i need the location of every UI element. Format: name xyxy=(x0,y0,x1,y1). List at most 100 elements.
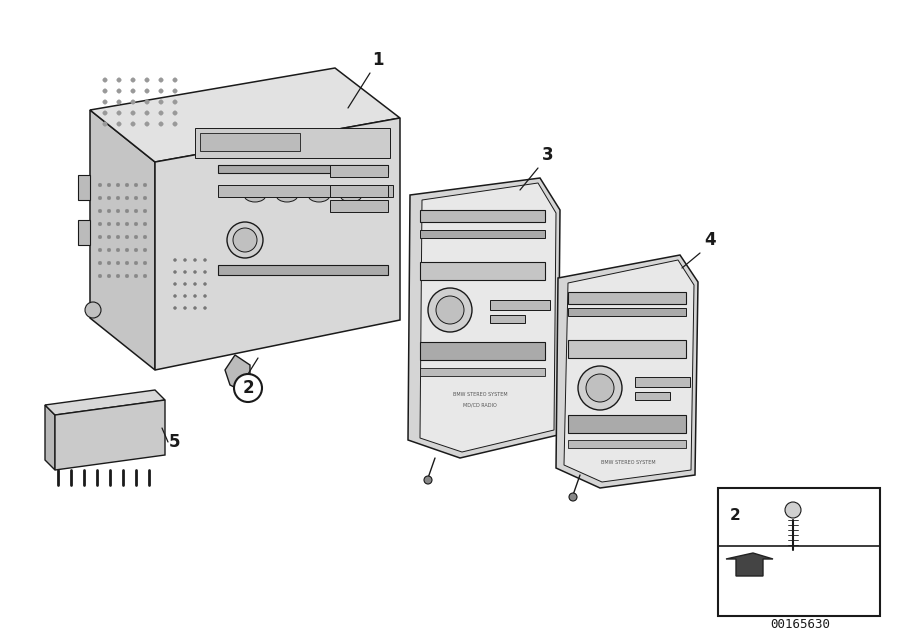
Circle shape xyxy=(116,222,120,226)
Circle shape xyxy=(116,261,120,265)
Circle shape xyxy=(134,196,138,200)
Circle shape xyxy=(158,100,163,104)
Circle shape xyxy=(98,183,102,187)
Circle shape xyxy=(98,274,102,278)
Circle shape xyxy=(103,89,107,93)
Bar xyxy=(635,377,690,387)
Circle shape xyxy=(98,196,102,200)
Circle shape xyxy=(143,248,147,252)
Circle shape xyxy=(143,235,147,238)
Circle shape xyxy=(116,248,120,252)
Polygon shape xyxy=(155,118,400,370)
Bar xyxy=(490,315,525,323)
Circle shape xyxy=(125,274,129,278)
Bar xyxy=(218,265,388,275)
Circle shape xyxy=(184,294,186,298)
Circle shape xyxy=(107,235,111,238)
Text: 4: 4 xyxy=(704,231,716,249)
Bar xyxy=(568,340,686,358)
Bar xyxy=(420,262,545,280)
Circle shape xyxy=(130,122,135,126)
Polygon shape xyxy=(90,110,155,370)
Circle shape xyxy=(125,222,129,226)
Circle shape xyxy=(117,78,122,82)
Circle shape xyxy=(158,111,163,115)
Polygon shape xyxy=(408,178,560,458)
Circle shape xyxy=(117,100,122,104)
Circle shape xyxy=(194,282,196,286)
Bar xyxy=(78,220,90,245)
Circle shape xyxy=(174,270,176,273)
Bar xyxy=(218,165,388,173)
Bar xyxy=(330,200,388,212)
Circle shape xyxy=(173,100,177,104)
Circle shape xyxy=(194,294,196,298)
Circle shape xyxy=(134,248,138,252)
Circle shape xyxy=(116,196,120,200)
Circle shape xyxy=(194,258,196,261)
Bar xyxy=(718,488,880,616)
Circle shape xyxy=(174,294,176,298)
Circle shape xyxy=(125,183,129,187)
Polygon shape xyxy=(90,68,400,162)
Text: 5: 5 xyxy=(169,433,181,451)
Circle shape xyxy=(143,261,147,265)
Circle shape xyxy=(130,78,135,82)
Circle shape xyxy=(203,270,206,273)
Circle shape xyxy=(98,248,102,252)
Ellipse shape xyxy=(308,188,330,202)
Circle shape xyxy=(134,274,138,278)
Circle shape xyxy=(116,274,120,278)
Circle shape xyxy=(424,476,432,484)
Circle shape xyxy=(143,274,147,278)
Polygon shape xyxy=(55,400,165,470)
Circle shape xyxy=(125,209,129,213)
Circle shape xyxy=(117,111,122,115)
Circle shape xyxy=(134,209,138,213)
Circle shape xyxy=(107,274,111,278)
Circle shape xyxy=(125,235,129,238)
Polygon shape xyxy=(45,405,55,470)
Circle shape xyxy=(578,366,622,410)
Bar xyxy=(635,392,670,400)
Circle shape xyxy=(98,209,102,213)
Circle shape xyxy=(145,100,149,104)
Circle shape xyxy=(98,222,102,226)
Circle shape xyxy=(107,261,111,265)
Circle shape xyxy=(134,183,138,187)
Circle shape xyxy=(117,89,122,93)
Circle shape xyxy=(103,111,107,115)
Circle shape xyxy=(107,248,111,252)
Bar xyxy=(330,185,388,197)
Text: BMW STEREO SYSTEM: BMW STEREO SYSTEM xyxy=(453,392,508,398)
Circle shape xyxy=(194,307,196,310)
Circle shape xyxy=(145,78,149,82)
Circle shape xyxy=(134,222,138,226)
Text: MD/CD RADIO: MD/CD RADIO xyxy=(464,403,497,408)
Text: 1: 1 xyxy=(373,51,383,69)
Circle shape xyxy=(116,209,120,213)
Circle shape xyxy=(107,183,111,187)
Circle shape xyxy=(785,502,801,518)
Bar xyxy=(195,128,390,158)
Circle shape xyxy=(125,196,129,200)
Circle shape xyxy=(233,228,257,252)
Circle shape xyxy=(85,302,101,318)
Text: 00165630: 00165630 xyxy=(770,618,830,632)
Circle shape xyxy=(116,183,120,187)
Ellipse shape xyxy=(244,188,266,202)
Circle shape xyxy=(107,196,111,200)
Circle shape xyxy=(436,296,464,324)
Circle shape xyxy=(103,122,107,126)
Circle shape xyxy=(428,288,472,332)
Circle shape xyxy=(173,89,177,93)
Circle shape xyxy=(145,111,149,115)
Bar xyxy=(200,133,300,151)
Circle shape xyxy=(130,111,135,115)
Bar xyxy=(568,440,686,448)
Circle shape xyxy=(158,78,163,82)
Bar xyxy=(568,415,686,433)
Circle shape xyxy=(173,111,177,115)
Text: BMW STEREO SYSTEM: BMW STEREO SYSTEM xyxy=(600,459,655,464)
Ellipse shape xyxy=(276,188,298,202)
